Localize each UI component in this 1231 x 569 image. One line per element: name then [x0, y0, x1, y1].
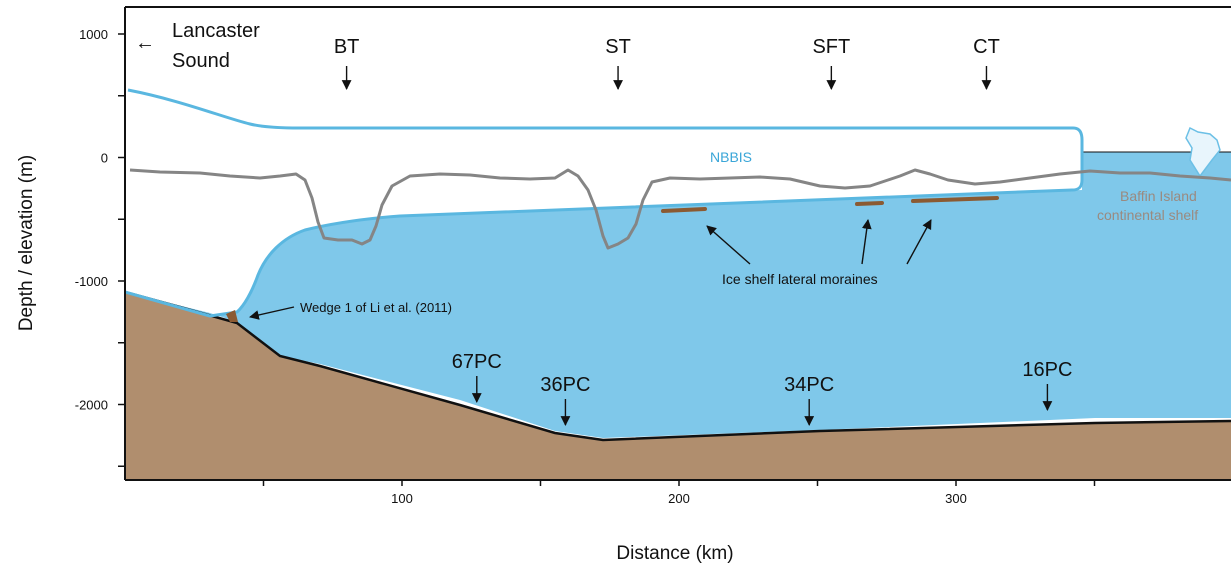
x-axis-ticks: 100 200 300 — [262, 480, 1096, 506]
x-tick-label: 100 — [391, 491, 413, 506]
moraine-pointer-2 — [861, 219, 872, 265]
x-tick-label: 300 — [945, 491, 967, 506]
wedge-label: Wedge 1 of Li et al. (2011) — [300, 300, 452, 315]
bathymetry-profile-line — [129, 168, 1231, 250]
trough-label: SFT — [812, 36, 850, 58]
y-tick-label: -1000 — [75, 274, 108, 289]
moraine-2 — [855, 201, 884, 206]
y-axis-ticks: 1000 0 -1000 -2000 — [75, 27, 125, 467]
core-label: 67PC — [452, 351, 502, 373]
seabed-surface-line — [124, 290, 1231, 442]
iceberg — [1185, 126, 1221, 178]
core-markers: 67PC 36PC 34PC 16PC — [452, 351, 1072, 426]
x-axis-title: Distance (km) — [616, 543, 733, 564]
y-tick-label: -2000 — [75, 398, 108, 413]
baffin-label-line2: continental shelf — [1097, 207, 1198, 223]
lancaster-arrow-icon: ← — [135, 32, 155, 54]
seabed-area — [125, 292, 1231, 480]
y-axis-title: Depth / elevation (m) — [16, 155, 37, 331]
nbbis-label: NBBIS — [710, 149, 752, 165]
core-label: 34PC — [784, 374, 834, 396]
baffin-label-line1: Baffin Island — [1120, 188, 1197, 204]
moraines-label: Ice shelf lateral moraines — [722, 271, 878, 287]
wedge-pointer — [249, 306, 295, 320]
wedge-deposit — [226, 310, 238, 322]
trough-label: ST — [605, 36, 631, 58]
trough-label: CT — [973, 36, 1000, 58]
nbbis-ice-shelf-outline — [124, 88, 1084, 318]
lancaster-label-line1: Lancaster — [172, 20, 260, 42]
core-label: 16PC — [1022, 359, 1072, 381]
moraine-1 — [661, 207, 707, 213]
trough-label: BT — [334, 36, 360, 58]
x-tick-label: 200 — [668, 491, 690, 506]
moraine-3 — [911, 196, 999, 203]
y-tick-label: 1000 — [79, 27, 108, 42]
moraine-pointer-3 — [906, 219, 932, 265]
core-label: 36PC — [540, 374, 590, 396]
moraine-pointer-1 — [706, 225, 751, 265]
y-tick-label: 0 — [101, 151, 108, 166]
ocean-area — [125, 152, 1231, 438]
trough-markers: BT ST SFT CT — [334, 36, 1000, 90]
lancaster-label-line2: Sound — [172, 50, 230, 72]
